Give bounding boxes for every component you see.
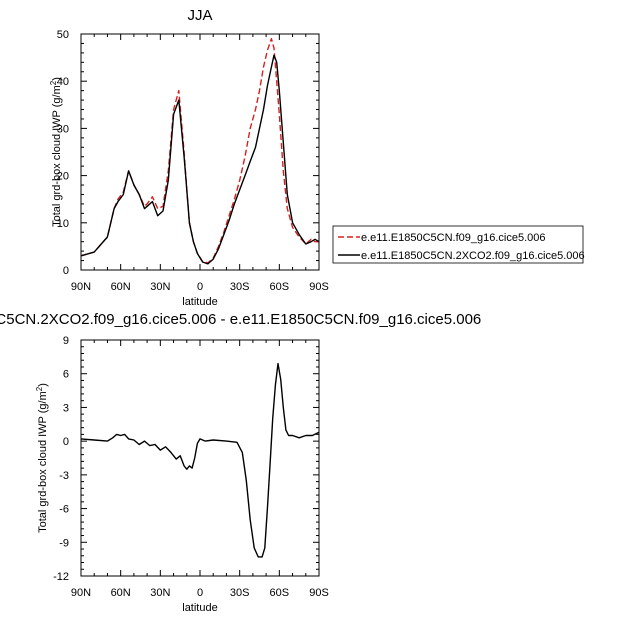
top-ytick-label: 10: [57, 218, 69, 230]
top-plot-area: 90N 60N 30N 0 30S 60S 90S 0 10 20 30 40 50: [57, 29, 329, 293]
bottom-ylabel-text: Total grd-box cloud IWP (g/m: [37, 391, 49, 533]
bottom-xtick-label: 30N: [150, 587, 170, 599]
bottom-xtick-label: 30S: [230, 587, 250, 599]
top-xtick-label: 90S: [309, 281, 329, 293]
top-ylabel: Total grd-box cloud IWP (g/m2): [49, 77, 63, 227]
top-ytick-label: 40: [57, 76, 69, 88]
bottom-ytick-label: -9: [59, 537, 69, 549]
top-xtick-label: 30S: [230, 281, 250, 293]
bottom-series-line-1: [80, 362, 320, 558]
bottom-ytick-label: -12: [53, 571, 69, 583]
top-ytick-label: 20: [57, 171, 69, 183]
bottom-xtick-label: 90N: [71, 587, 91, 599]
top-chart-title: JJA: [187, 7, 212, 24]
top-ytick-label: 50: [57, 29, 69, 41]
top-series-line-2: [80, 54, 320, 265]
bottom-ytick-label: 6: [63, 369, 69, 381]
svg-text:Total grd-box cloud IWP (g/m2): Total grd-box cloud IWP (g/m2): [49, 77, 63, 227]
bottom-plot-area: 90N 60N 30N 0 30S 60S 90S -12 -9 -6 -3 0 3 6 9: [53, 335, 329, 599]
bottom-xlabel: latitude: [182, 602, 217, 614]
bottom-panel: 50C5CN.2XCO2.f09_g16.cice5.006 - e.e11.E…: [0, 311, 481, 614]
legend-box: [332, 225, 584, 264]
top-plot-frame: [80, 33, 320, 271]
top-ytick-label: 0: [63, 265, 69, 277]
bottom-xtick-label: 60S: [270, 587, 290, 599]
legend: e.e11.E1850C5CN.f09_g16.cice5.006 e.e11.…: [332, 225, 585, 264]
bottom-ytick-label: 3: [63, 402, 69, 414]
bottom-ytick-label: -3: [59, 470, 69, 482]
legend-label-1: e.e11.E1850C5CN.f09_g16.cice5.006: [361, 232, 546, 244]
bottom-ytick-label: 0: [63, 436, 69, 448]
bottom-ylabel-superscript: 2: [35, 386, 44, 391]
svg-text:Total grd-box cloud IWP (g/m2): Total grd-box cloud IWP (g/m2): [35, 383, 49, 533]
bottom-xtick-label: 90S: [309, 587, 329, 599]
legend-label-2: e.e11.E1850C5CN.2XCO2.f09_g16.cice5.006: [361, 250, 585, 262]
bottom-chart-title: 50C5CN.2XCO2.f09_g16.cice5.006 - e.e11.E…: [0, 311, 481, 328]
top-ylabel-text: Total grd-box cloud IWP (g/m: [51, 85, 63, 227]
top-xtick-label: 0: [197, 281, 203, 293]
top-ylabel-superscript: 2: [49, 80, 58, 85]
top-ytick-label: 30: [57, 123, 69, 135]
bottom-plot-frame: [80, 339, 320, 577]
top-xtick-label: 30N: [150, 281, 170, 293]
top-ylabel-end: ): [51, 77, 63, 81]
top-xlabel: latitude: [182, 296, 217, 308]
bottom-xtick-label: 0: [197, 587, 203, 599]
bottom-xtick-label: 60N: [111, 587, 131, 599]
bottom-ylabel: Total grd-box cloud IWP (g/m2): [35, 383, 49, 533]
bottom-ylabel-end: ): [37, 383, 49, 387]
top-panel: JJA Total grd-box cloud IWP (g/m2) latit…: [49, 7, 585, 308]
bottom-ytick-label: 9: [63, 335, 69, 347]
bottom-ytick-label: -6: [59, 504, 69, 516]
top-xtick-label: 60S: [270, 281, 290, 293]
top-xtick-label: 60N: [111, 281, 131, 293]
top-xtick-label: 90N: [71, 281, 91, 293]
